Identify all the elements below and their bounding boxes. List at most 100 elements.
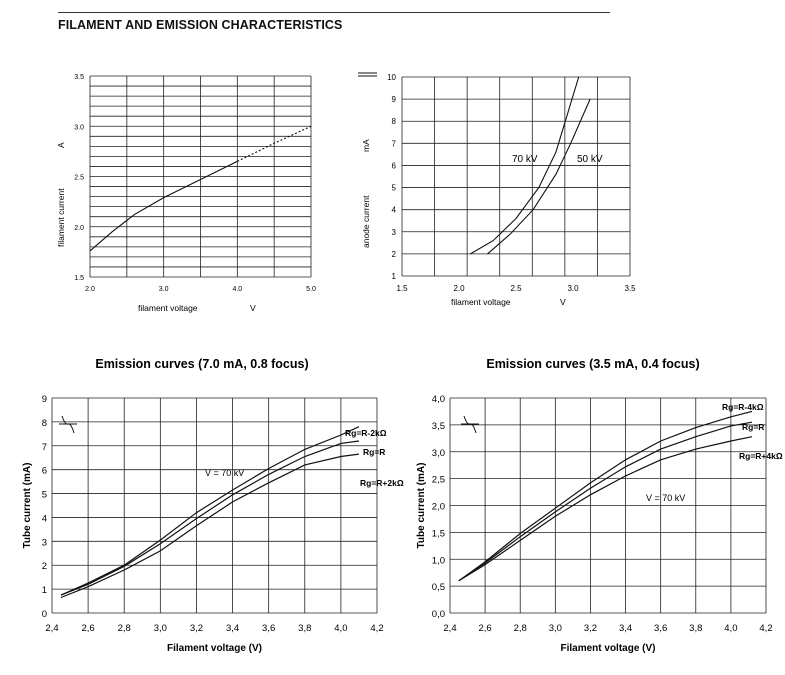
y-tick-label: 8	[42, 418, 47, 429]
y-tick-label: 3.0	[74, 124, 84, 131]
chart-title: Emission curves (7.0 mA, 0.8 focus)	[95, 357, 308, 371]
x-tick-label: 3,8	[689, 623, 702, 634]
y-tick-label: 2	[42, 561, 47, 572]
x-tick-label: 3,8	[298, 623, 311, 634]
series-line	[470, 76, 580, 255]
x-axis-unit: V	[250, 303, 256, 313]
chart-title: Emission curves (3.5 mA, 0.4 focus)	[486, 357, 699, 371]
series-line	[487, 98, 591, 255]
x-tick-label: 3,4	[619, 623, 632, 634]
y-tick-label: 3.5	[74, 74, 84, 81]
x-tick-label: 3,4	[226, 623, 239, 634]
y-tick-label: 7	[392, 139, 397, 148]
y-tick-label: 7	[42, 442, 47, 453]
x-axis-label: Filament voltage (V)	[560, 643, 655, 654]
series-line	[458, 421, 753, 582]
x-tick-label: 2,4	[443, 623, 456, 634]
x-tick-label: 2,4	[45, 623, 58, 634]
series-label: 50 kV	[577, 154, 603, 165]
x-axis-label: filament voltage	[451, 297, 511, 307]
series-label: Rg=R	[742, 422, 764, 432]
series-label: 70 kV	[512, 154, 538, 165]
y-tick-label: 6	[392, 161, 397, 170]
filament-curve-dashed	[237, 125, 312, 162]
x-tick-label: 2,8	[514, 623, 527, 634]
y-axis-label: Tube current (mA)	[416, 463, 427, 549]
y-axis-label: filament current	[56, 188, 66, 247]
y-tick-label: 5	[392, 184, 397, 193]
y-tick-label: 3	[42, 537, 47, 548]
y-tick-label: 0,0	[432, 609, 445, 620]
header-rule	[58, 12, 610, 13]
x-axis-label: Filament voltage (V)	[167, 643, 262, 654]
x-tick-label: 5.0	[306, 286, 316, 293]
y-tick-label: 1	[392, 272, 397, 281]
filament-curve-solid	[89, 160, 238, 252]
y-tick-label: 4,0	[432, 394, 445, 405]
waveform-icon	[61, 415, 75, 434]
y-tick-label: 10	[387, 73, 396, 82]
y-tick-label: 5	[42, 490, 47, 501]
y-tick-label: 1.5	[74, 275, 84, 282]
series-label: Rg=R+4kΩ	[739, 451, 783, 461]
y-tick-label: 2,5	[432, 475, 445, 486]
y-axis-label: anode current	[361, 195, 371, 248]
x-tick-label: 3,6	[262, 623, 275, 634]
y-tick-label: 1,0	[432, 555, 445, 566]
series-line	[458, 436, 753, 582]
series-label: Rg=R-4kΩ	[722, 402, 764, 412]
y-axis-unit: mA	[361, 139, 371, 152]
x-tick-label: 1.5	[396, 284, 408, 293]
y-tick-label: 2.5	[74, 175, 84, 182]
x-tick-label: 3,0	[549, 623, 562, 634]
waveform-icon	[463, 415, 477, 434]
y-tick-label: 1,5	[432, 528, 445, 539]
page-title: FILAMENT AND EMISSION CHARACTERISTICS	[58, 18, 343, 32]
y-tick-label: 9	[392, 95, 397, 104]
y-tick-label: 4	[42, 513, 47, 524]
annotation: V = 70 kV	[646, 493, 685, 503]
x-tick-label: 2,6	[82, 623, 95, 634]
x-tick-label: 3,0	[154, 623, 167, 634]
x-tick-label: 3.0	[567, 284, 579, 293]
y-tick-label: 4	[392, 206, 397, 215]
y-tick-label: 3,0	[432, 448, 445, 459]
series-line	[60, 426, 360, 596]
x-tick-label: 3,2	[584, 623, 597, 634]
series-line	[60, 440, 359, 596]
y-tick-label: 2	[392, 250, 397, 259]
x-axis-unit: V	[560, 297, 566, 307]
y-tick-label: 9	[42, 394, 47, 405]
y-tick-label: 0	[42, 609, 47, 620]
x-axis-label: filament voltage	[138, 303, 198, 313]
y-tick-label: 6	[42, 466, 47, 477]
x-tick-label: 4.0	[232, 286, 242, 293]
y-tick-label: 3	[392, 228, 397, 237]
x-tick-label: 3,6	[654, 623, 667, 634]
y-tick-label: 8	[392, 117, 397, 126]
y-axis-label: Tube current (mA)	[22, 463, 33, 549]
x-tick-label: 4,0	[334, 623, 347, 634]
y-axis-unit: A	[56, 142, 66, 148]
y-tick-label: 0,5	[432, 582, 445, 593]
series-line	[60, 453, 359, 599]
x-tick-label: 2,8	[118, 623, 131, 634]
x-tick-label: 3.5	[624, 284, 636, 293]
series-label: Rg=R+2kΩ	[360, 478, 404, 488]
x-tick-label: 4,2	[370, 623, 383, 634]
annotation: V = 70 kV	[205, 468, 244, 478]
x-tick-label: 4,0	[724, 623, 737, 634]
series-label: Rg=R	[363, 447, 385, 457]
x-tick-label: 3,2	[190, 623, 203, 634]
y-tick-label: 3,5	[432, 421, 445, 432]
y-tick-label: 2,0	[432, 502, 445, 513]
series-line	[458, 410, 753, 582]
x-tick-label: 4,2	[759, 623, 772, 634]
x-tick-label: 2,6	[479, 623, 492, 634]
series-label: Rg=R-2kΩ	[345, 428, 387, 438]
y-tick-label: 1	[42, 585, 47, 596]
y-tick-label: 2.0	[74, 225, 84, 232]
x-tick-label: 2.0	[85, 286, 95, 293]
x-tick-label: 2.5	[510, 284, 522, 293]
